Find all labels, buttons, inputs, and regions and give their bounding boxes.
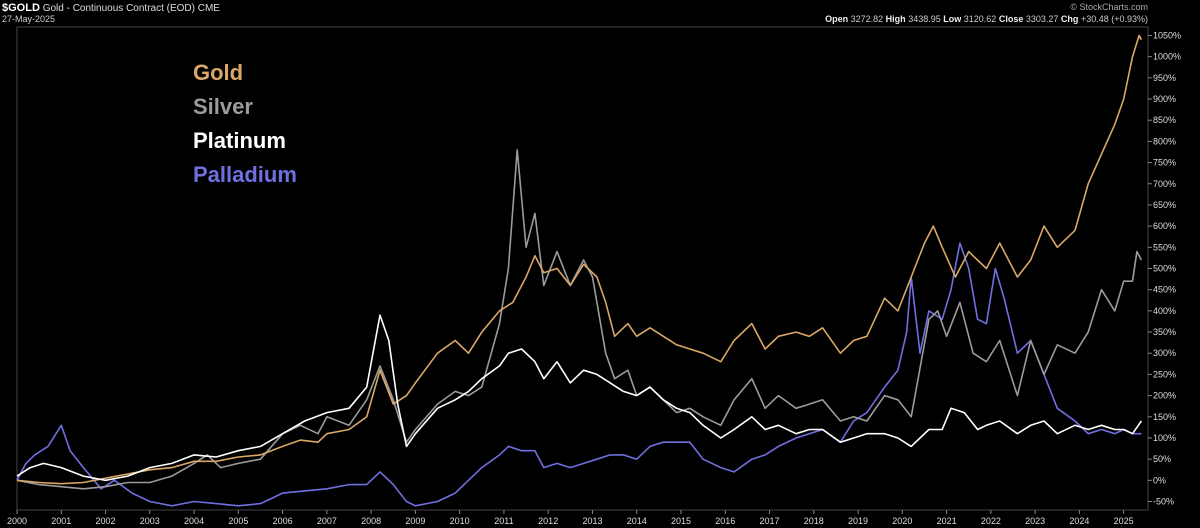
high-label: High [885, 14, 906, 24]
legend-silver: Silver [193, 94, 253, 119]
plot-border [16, 26, 1149, 511]
y-tick-label: 750% [1153, 158, 1176, 168]
x-tick-label: 2013 [582, 516, 602, 526]
y-tick-label: 950% [1153, 73, 1176, 83]
y-tick-label: 650% [1153, 200, 1176, 210]
exchange-label: CME [197, 3, 220, 14]
x-tick-label: 2012 [538, 516, 558, 526]
high-value: 3438.95 [908, 14, 941, 24]
brand-label: © StockCharts.com [1070, 2, 1148, 12]
x-axis: 2000 2001 2002 2003 2004 2005 2006 2007 2008 2009… [7, 510, 1134, 526]
y-tick-label: 300% [1153, 348, 1176, 358]
y-tick-label: 250% [1153, 369, 1176, 379]
x-tick-label: 2016 [715, 516, 735, 526]
symbol-label: $GOLD [2, 2, 40, 14]
y-tick-label: 900% [1153, 94, 1176, 104]
x-tick-label: 2020 [892, 516, 912, 526]
y-tick-label: 850% [1153, 115, 1176, 125]
y-tick-label: 550% [1153, 242, 1176, 252]
legend: Gold Silver Platinum Palladium [193, 60, 297, 187]
ohlc-readout: Open 3272.82 High 3438.95 Low 3120.62 Cl… [825, 14, 1148, 24]
x-tick-label: 2002 [96, 516, 116, 526]
x-tick-label: 2005 [228, 516, 248, 526]
y-tick-label: 800% [1153, 136, 1176, 146]
y-tick-label: 1050% [1153, 30, 1181, 40]
y-axis: -50% 0% 50% 100% 150% 200% 250% 300% 350% 400% 450… [1148, 30, 1181, 507]
x-tick-label: 2018 [804, 516, 824, 526]
x-tick-label: 2024 [1069, 516, 1089, 526]
y-tick-label: 450% [1153, 285, 1176, 295]
x-tick-label: 2015 [671, 516, 691, 526]
series-layer [16, 34, 1143, 507]
date-label: 27-May-2025 [2, 14, 56, 24]
open-value: 3272.82 [850, 14, 884, 24]
x-tick-label: 2006 [273, 516, 293, 526]
series-line-platinum [16, 314, 1143, 482]
series-line-gold [16, 34, 1143, 485]
close-value: 3303.27 [1025, 14, 1059, 24]
y-tick-label: 500% [1153, 264, 1176, 274]
plot-frame [16, 26, 1149, 511]
legend-gold: Gold [193, 60, 243, 85]
y-tick-label: 100% [1153, 433, 1176, 443]
x-tick-label: 2008 [361, 516, 381, 526]
x-tick-label: 2011 [494, 516, 513, 526]
y-tick-label: 600% [1153, 221, 1176, 231]
close-label: Close [998, 14, 1024, 24]
legend-palladium: Palladium [193, 162, 297, 187]
y-tick-label: 1000% [1153, 52, 1181, 62]
y-tick-label: 200% [1153, 391, 1176, 401]
x-tick-label: 2003 [140, 516, 160, 526]
y-tick-label: -50% [1153, 497, 1174, 507]
y-tick-label: 700% [1153, 179, 1176, 189]
low-label: Low [943, 14, 962, 24]
x-tick-label: 2004 [184, 516, 204, 526]
y-tick-label: 350% [1153, 327, 1176, 337]
x-tick-label: 2025 [1114, 516, 1134, 526]
y-tick-label: 50% [1153, 454, 1171, 464]
x-tick-label: 2019 [848, 516, 868, 526]
legend-platinum: Platinum [193, 128, 286, 153]
x-tick-label: 2014 [627, 516, 647, 526]
description-label: Gold - Continuous Contract (EOD) [42, 3, 195, 14]
x-tick-label: 2010 [450, 516, 470, 526]
y-tick-label: 400% [1153, 306, 1176, 316]
open-label: Open [825, 14, 849, 24]
chg-value: +30.48 (+0.93%) [1080, 14, 1148, 24]
x-tick-label: 2023 [1025, 516, 1045, 526]
x-tick-label: 2022 [981, 516, 1001, 526]
chg-label: Chg [1060, 14, 1079, 24]
series-line-palladium [16, 242, 1142, 507]
y-tick-label: 150% [1153, 412, 1176, 422]
x-tick-label: 2017 [760, 516, 780, 526]
x-tick-label: 2007 [317, 516, 337, 526]
x-tick-label: 2009 [405, 516, 425, 526]
x-tick-label: 2000 [7, 516, 27, 526]
low-value: 3120.62 [963, 14, 997, 24]
x-tick-label: 2021 [937, 516, 957, 526]
x-tick-label: 2001 [51, 516, 71, 526]
series-line-silver [16, 149, 1143, 490]
y-tick-label: 0% [1153, 475, 1166, 485]
chart-title: $GOLD Gold - Continuous Contract (EOD) C… [2, 2, 220, 14]
